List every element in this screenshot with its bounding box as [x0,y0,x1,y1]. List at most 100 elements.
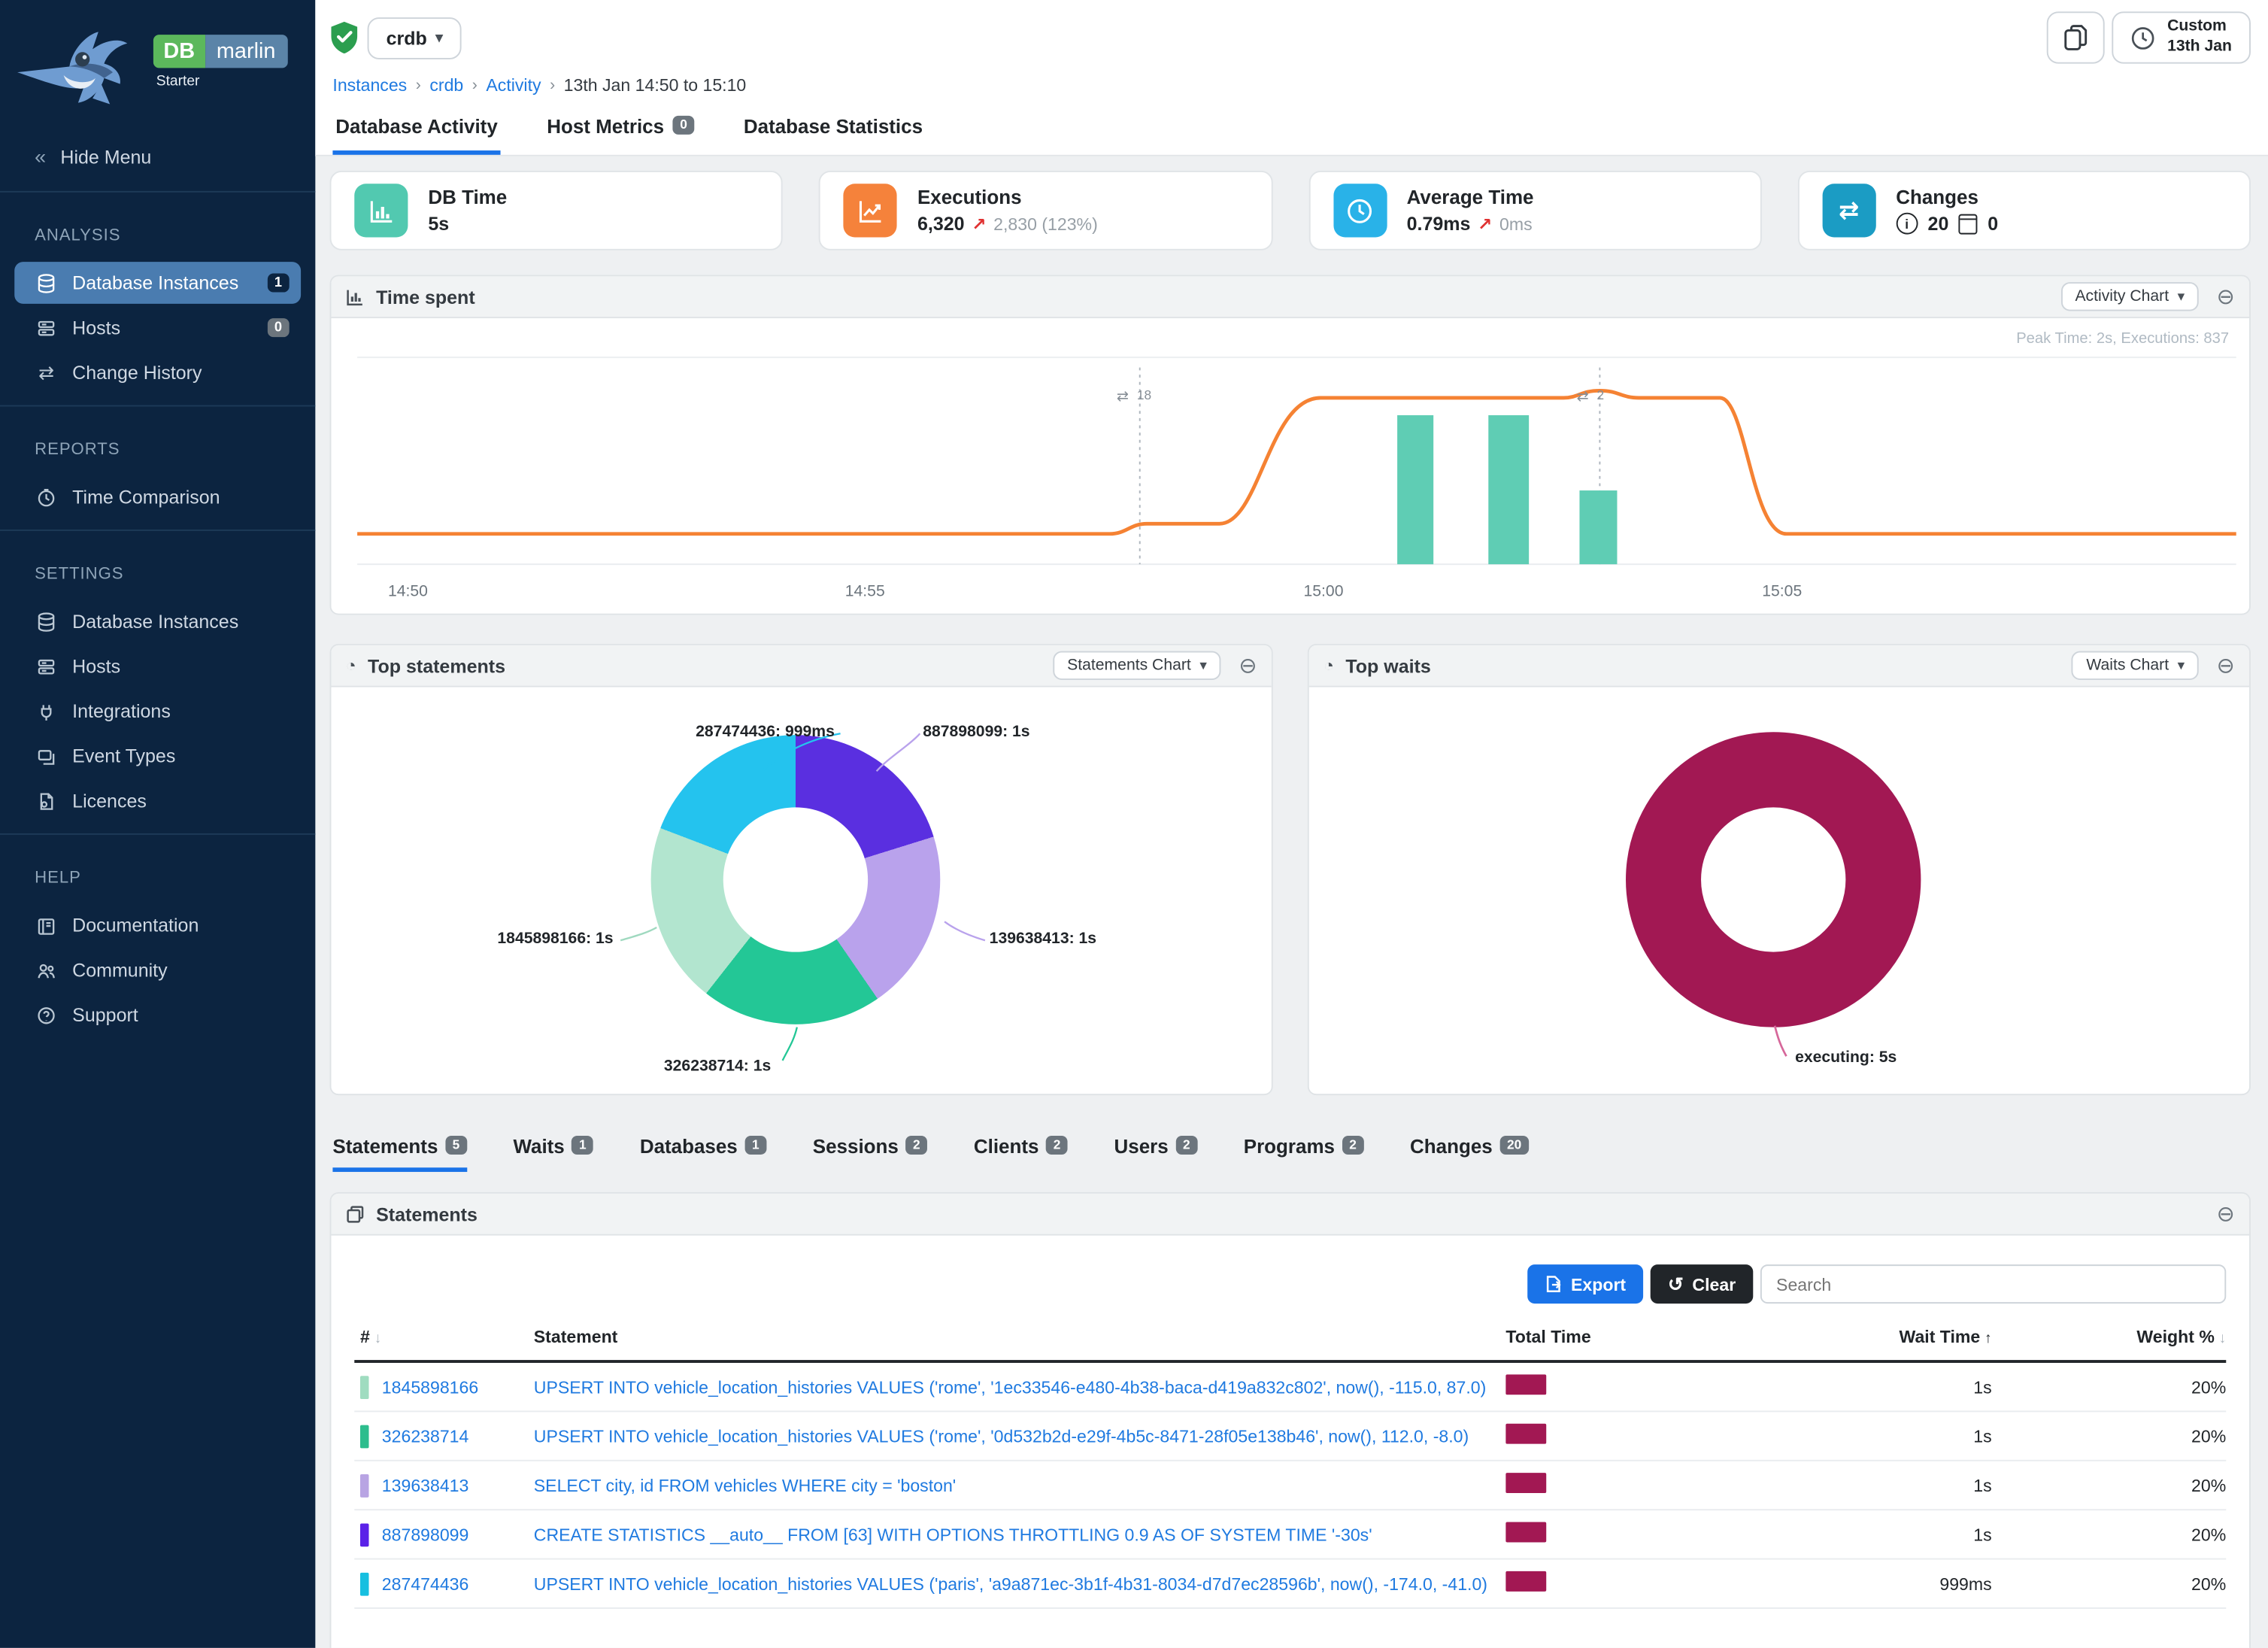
pie-chart-icon: ◔ [345,655,356,676]
column-header-wait-time[interactable]: Wait Time ↑ [1899,1325,1992,1346]
sidebar-item-label: Database Instances [72,272,239,294]
brand-logo: DB marlin Starter [0,0,315,124]
activity-chart-select[interactable]: Activity Chart ▾ [2060,282,2200,311]
tab-host-metrics[interactable]: Host Metrics 0 [544,110,697,155]
licence-document-icon [35,791,58,811]
statement-link[interactable]: UPSERT INTO vehicle_location_histories V… [533,1573,1487,1594]
slice-label-executing: executing: 5s [1795,1049,1897,1067]
sidebar-item-community[interactable]: Community [14,949,301,991]
top-waits-panel: ◔ Top waits Waits Chart ▾ ⊖ execut [1307,643,2251,1096]
copy-report-button[interactable] [2047,11,2106,64]
event-types-icon [35,746,58,766]
sidebar-item-hosts[interactable]: Hosts 0 [14,307,301,349]
statement-link[interactable]: CREATE STATISTICS __auto__ FROM [63] WIT… [533,1524,1372,1545]
statement-link[interactable]: UPSERT INTO vehicle_location_histories V… [533,1376,1487,1398]
sidebar-item-integrations[interactable]: Integrations [14,690,301,733]
statement-link[interactable]: UPSERT INTO vehicle_location_histories V… [533,1425,1469,1446]
divider [0,833,316,835]
sidebar-item-label: Hosts [72,317,121,339]
plug-icon [35,701,58,721]
sidebar-item-label: Hosts [72,655,121,678]
statement-id-link[interactable]: 1845898166 [381,1376,479,1398]
line-chart-icon [843,184,898,238]
time-range-line1: Custom [2167,17,2227,35]
x-tick: 15:05 [1762,582,1802,599]
hide-menu-button[interactable]: « Hide Menu [0,124,315,190]
tab-programs[interactable]: Programs 2 [1243,1135,1364,1172]
section-title: REPORTS [35,441,120,459]
tab-users[interactable]: Users 2 [1114,1135,1198,1172]
instance-selector-button[interactable]: crdb ▾ [367,17,462,59]
wait-time-value: 1s [1973,1524,1992,1545]
stat-value: 6,320 [917,212,965,235]
sidebar-item-licences[interactable]: Licences [14,780,301,822]
divider [0,405,316,407]
column-header-id[interactable]: # ↓ [359,1325,382,1346]
statement-link[interactable]: SELECT city, id FROM vehicles WHERE city… [533,1475,957,1495]
sidebar-item-documentation[interactable]: Documentation [14,904,301,946]
tab-label: Changes [1410,1135,1493,1158]
time-range-button[interactable]: Custom 13th Jan [2112,11,2251,64]
statement-id-link[interactable]: 326238714 [381,1425,469,1446]
tab-databases[interactable]: Databases 1 [640,1135,767,1172]
tab-clients[interactable]: Clients 2 [974,1135,1068,1172]
peak-summary: Peak Time: 2s, Executions: 837 [2016,329,2230,348]
sidebar-item-support[interactable]: Support [14,994,301,1036]
tab-database-statistics[interactable]: Database Statistics [741,110,926,155]
tab-changes[interactable]: Changes 20 [1410,1135,1529,1172]
support-icon [35,1005,58,1025]
collapse-icon[interactable]: ⊖ [2216,1201,2235,1227]
column-header-total-time[interactable]: Total Time [1505,1325,1591,1346]
sidebar-item-settings-database-instances[interactable]: Database Instances [14,600,301,642]
column-header-statement[interactable]: Statement [533,1325,618,1346]
sort-asc-icon: ↑ [1984,1330,1992,1346]
top-statements-header: ◔ Top statements Statements Chart ▾ ⊖ [331,645,1272,687]
statement-id-link[interactable]: 139638413 [381,1475,469,1495]
statements-chart-select[interactable]: Statements Chart ▾ [1052,651,1222,681]
sidebar-item-label: Support [72,1003,138,1026]
top-statements-donut[interactable] [650,735,941,1024]
column-header-weight[interactable]: Weight % ↓ [2136,1325,2227,1346]
sidebar-item-event-types[interactable]: Event Types [14,735,301,777]
clock-icon [1333,184,1387,238]
stat-value: 0.79ms [1406,212,1471,235]
donut-hole [723,807,869,952]
breadcrumb-crdb[interactable]: crdb [429,75,464,96]
count-badge: 1 [744,1135,767,1155]
count-badge: 2 [905,1135,928,1155]
change-marker-icon: ⇄ [1577,389,1589,405]
sidebar-item-change-history[interactable]: ⇄ Change History [14,351,301,393]
breadcrumb-instances[interactable]: Instances [332,75,408,96]
collapse-icon[interactable]: ⊖ [1239,653,1257,678]
breadcrumb-separator: › [415,76,421,95]
slice-label-887898099: 887898099: 1s [923,723,1030,741]
waits-chart-select[interactable]: Waits Chart ▾ [2072,651,2200,681]
server-icon [35,317,58,338]
export-button[interactable]: Export [1527,1264,1644,1304]
collapse-icon[interactable]: ⊖ [2216,284,2235,309]
top-statements-chart: 287474436: 999ms 887898099: 1s 184589816… [331,687,1272,1094]
statement-id-link[interactable]: 887898099 [381,1524,469,1545]
tab-label: Programs [1243,1135,1335,1158]
clear-button[interactable]: ↺ Clear [1650,1264,1754,1304]
count-badge: 2 [1342,1135,1364,1155]
collapse-icon[interactable]: ⊖ [2216,653,2235,678]
statement-id-link[interactable]: 287474436 [381,1573,469,1594]
breadcrumb-activity[interactable]: Activity [486,75,541,96]
export-icon [1545,1275,1562,1294]
tab-database-activity[interactable]: Database Activity [332,110,501,155]
brand-marlin-badge: marlin [205,35,287,68]
tab-statements[interactable]: Statements 5 [332,1135,467,1173]
sidebar-item-database-instances[interactable]: Database Instances 1 [14,262,302,304]
top-waits-donut[interactable] [1626,732,1921,1027]
activity-line-chart[interactable]: ⇄ 18 ⇄ 2 14:50 14:55 15:00 15:05 [331,318,2250,615]
tab-label: Users [1114,1135,1169,1158]
top-waits-header: ◔ Top waits Waits Chart ▾ ⊖ [1308,645,2250,687]
count-badge: 5 [445,1135,467,1155]
sidebar-item-time-comparison[interactable]: Time Comparison [14,476,301,518]
tab-waits[interactable]: Waits 1 [513,1135,594,1172]
search-input[interactable] [1760,1264,2227,1304]
stat-title: DB Time [428,187,508,208]
sidebar-item-settings-hosts[interactable]: Hosts [14,645,301,687]
tab-sessions[interactable]: Sessions 2 [813,1135,928,1172]
